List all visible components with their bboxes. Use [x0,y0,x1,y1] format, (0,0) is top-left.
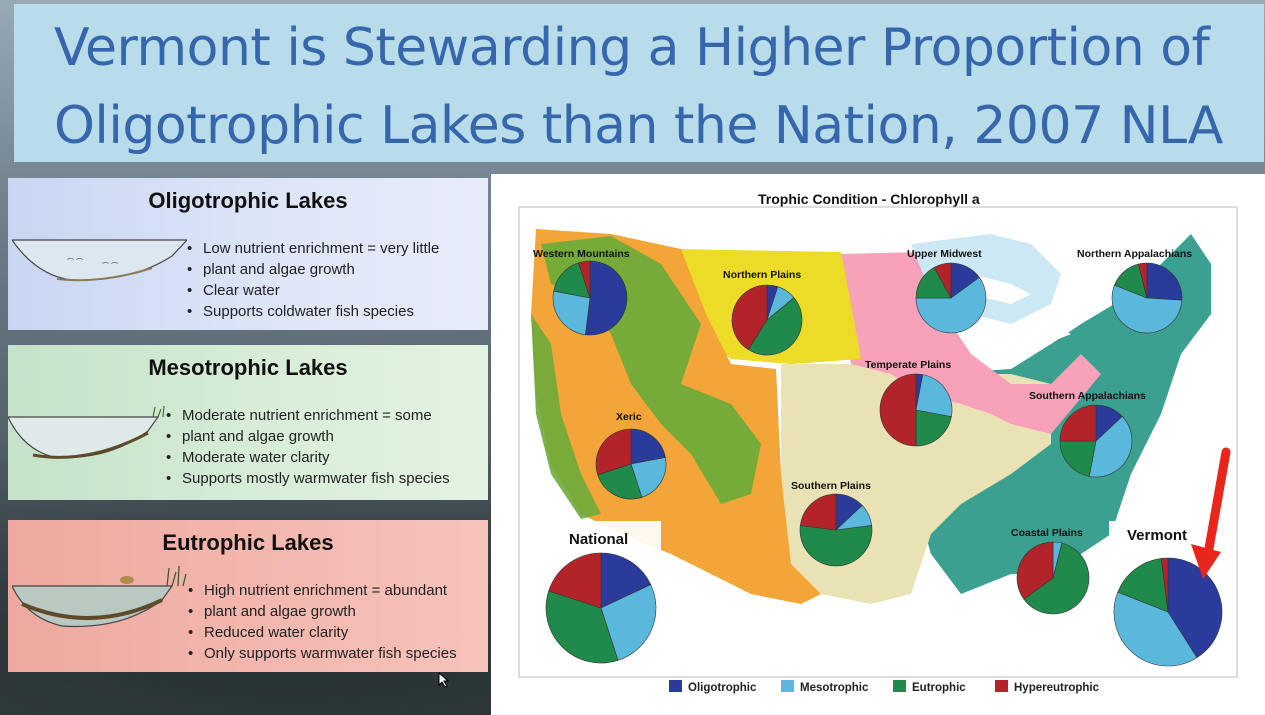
pie-upper-midwest: Upper Midwest [907,248,987,334]
pie-label-upper-midwest: Upper Midwest [907,248,982,260]
mesotrophic-panel: Mesotrophic Lakes Moderate nutrient enri… [8,345,488,500]
pie-slice-southern-plains-eutrophic [799,525,873,567]
pie-slice-western-mountains-mesotrophic [552,290,591,336]
pie-slice-vermont-hypereutrophic [1160,557,1169,613]
pie-slice-northern-appalachians-hypereutrophic [1137,262,1148,299]
pie-vermont: Vermont [1113,527,1223,667]
eutrophic-lake-illustration [12,565,187,628]
eutrophic-bullet-1b: plant and algae growth [186,601,457,622]
pie-temperate-plains: Temperate Plains [865,359,953,447]
map-coast-green [531,314,601,519]
pie-southern-appalachians: Southern Appalachians [1029,390,1146,478]
pie-national: National [545,531,657,664]
oligotrophic-bullet-2: Clear water [185,280,439,301]
eutrophic-bullet-1: High nutrient enrichment = abundant [186,580,457,601]
eutrophic-bullet-2: Reduced water clarity [186,622,457,643]
us-map [531,229,1211,604]
pie-slice-western-mountains-hypereutrophic [578,260,591,299]
pie-slice-upper-midwest-mesotrophic [915,277,987,334]
eutrophic-bullet-3: Only supports warmwater fish species [186,643,457,664]
pie-coastal-plains: Coastal Plains [1011,527,1090,615]
pie-slice-xeric-hypereutrophic [595,428,632,476]
pie-western-mountains: Western Mountains [533,248,630,336]
pie-slice-temperate-plains-hypereutrophic [879,373,917,447]
pie-slice-national-hypereutrophic [548,552,602,609]
svg-text:⌒ ⌒: ⌒ ⌒ [67,258,83,266]
pie-label-western-mountains: Western Mountains [533,248,630,260]
pie-slice-northern-plains-eutrophic [747,297,803,356]
mouse-cursor-icon [438,672,450,688]
pie-slice-southern-plains-hypereutrophic [799,493,837,531]
pie-slice-southern-appalachians-hypereutrophic [1059,404,1097,442]
pie-slice-national-eutrophic [545,590,619,664]
pie-slice-western-mountains-oligotrophic [585,260,628,336]
pie-slice-vermont-oligotrophic [1167,557,1223,659]
pie-slice-xeric-mesotrophic [630,457,667,498]
pie-slice-southern-appalachians-eutrophic [1059,440,1097,477]
pie-label-national: National [569,531,628,548]
legend-label-oligotrophic: Oligotrophic [688,682,757,694]
slide-title-line-1: Vermont is Stewarding a Higher Proportio… [54,18,1210,78]
pie-label-southern-appalachians: Southern Appalachians [1029,390,1146,402]
pie-slice-northern-plains-hypereutrophic [731,284,768,350]
legend-swatch-hypereutrophic [995,680,1008,692]
legend-swatch-eutrophic [893,680,906,692]
oligotrophic-bullet-3: Supports coldwater fish species [185,301,439,322]
title-banner: Vermont is Stewarding a Higher Proportio… [14,4,1264,162]
pie-label-northern-plains: Northern Plains [723,269,801,281]
pie-charts: Western Mountains Northern Plains Upper Mi… [533,248,1192,615]
svg-text:⌒ ⌒: ⌒ ⌒ [102,262,118,270]
slide-title-line-2: Oligotrophic Lakes than the Nation, 2007… [54,96,1223,156]
pie-slice-southern-appalachians-mesotrophic [1088,415,1133,478]
mesotrophic-lake-illustration [8,405,165,459]
pie-slice-upper-midwest-hypereutrophic [933,262,952,299]
pie-slice-national-oligotrophic [600,552,652,609]
pie-label-northern-appalachians: Northern Appalachians [1077,248,1192,260]
pie-label-vermont: Vermont [1127,527,1187,544]
trophic-map-svg: Trophic Condition - Chlorophyll a Wester… [518,191,1238,694]
pie-label-temperate-plains: Temperate Plains [865,359,951,371]
pie-slice-northern-appalachians-mesotrophic [1111,284,1183,334]
oligotrophic-lake-illustration: ⌒ ⌒ ⌒ ⌒ [12,239,187,282]
legend-label-mesotrophic: Mesotrophic [800,682,869,694]
pie-label-xeric: Xeric [616,411,642,423]
mesotrophic-bullet-3: Supports mostly warmwater fish species [164,468,450,489]
mesotrophic-heading: Mesotrophic Lakes [148,355,348,380]
pie-xeric: Xeric [595,411,667,500]
chart-title: Trophic Condition - Chlorophyll a [758,191,980,207]
oligotrophic-heading: Oligotrophic Lakes [148,188,348,213]
pie-slice-xeric-eutrophic [597,463,643,500]
mesotrophic-bullet-1: Moderate nutrient enrichment = some [164,405,450,426]
mesotrophic-bullet-2: Moderate water clarity [164,447,450,468]
pie-slice-vermont-mesotrophic [1113,591,1198,667]
pie-slice-vermont-eutrophic [1117,558,1169,613]
pie-slice-coastal-plains-hypereutrophic [1016,541,1054,600]
summary-pies: National Vermont [545,527,1223,667]
oligotrophic-bullet-1: Low nutrient enrichment = very little [185,238,439,259]
pie-slice-temperate-plains-eutrophic [915,409,952,447]
legend-swatch-mesotrophic [781,680,794,692]
pie-slice-temperate-plains-mesotrophic [915,374,953,418]
eutrophic-panel: Eutrophic Lakes High nutrient enrichment… [8,520,488,672]
mesotrophic-bullet-1b: plant and algae growth [164,426,450,447]
pie-northern-plains: Northern Plains [723,269,803,356]
oligotrophic-panel: Oligotrophic Lakes ⌒ ⌒ ⌒ ⌒ Low nutrient … [8,178,488,330]
map-midwest-region [841,252,1101,434]
chart-legend: Oligotrophic Mesotrophic Eutrophic Hypereut… [669,680,1100,694]
pie-northern-appalachians: Northern Appalachians [1077,248,1192,334]
pie-southern-plains: Southern Plains [791,480,873,567]
pie-slice-national-mesotrophic [600,584,657,661]
trophic-map-figure: Trophic Condition - Chlorophyll a Wester… [491,174,1265,715]
pie-slice-xeric-oligotrophic [630,428,666,465]
eutrophic-heading: Eutrophic Lakes [162,530,334,555]
pie-slice-northern-appalachians-oligotrophic [1146,262,1183,301]
pie-label-southern-plains: Southern Plains [791,480,871,492]
oligotrophic-bullet-1b: plant and algae growth [185,259,439,280]
pie-slice-coastal-plains-eutrophic [1023,542,1090,615]
pie-label-coastal-plains: Coastal Plains [1011,527,1083,539]
red-arrow-icon [1191,447,1231,579]
legend-label-hypereutrophic: Hypereutrophic [1014,682,1100,694]
legend-label-eutrophic: Eutrophic [912,682,966,694]
legend-swatch-oligotrophic [669,680,682,692]
